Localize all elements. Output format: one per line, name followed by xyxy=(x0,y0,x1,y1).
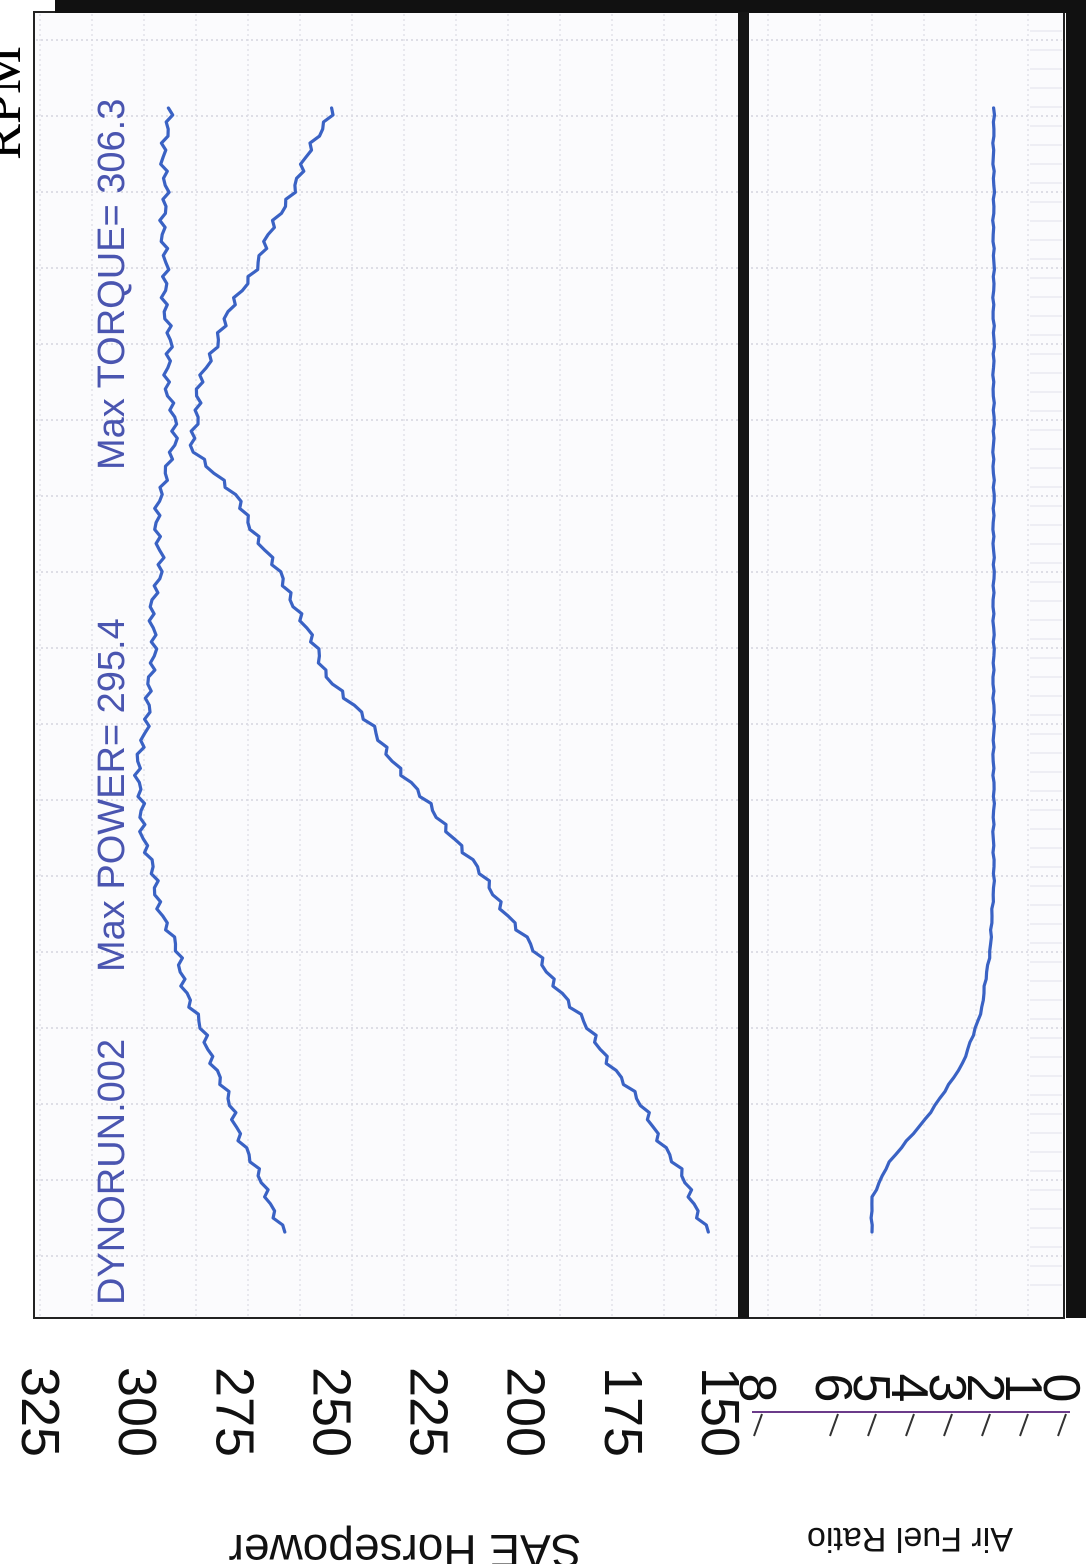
hp-series-line-2 xyxy=(188,106,710,1234)
hp-axis-title: SAE Horsepower xyxy=(229,1525,582,1564)
run-name-label: DYNORUN.002 xyxy=(91,1039,133,1305)
afr-series-line xyxy=(869,106,997,1234)
afr-tick-mark xyxy=(829,1413,839,1437)
hp-tick-label: 200 xyxy=(496,1367,556,1457)
afr-tick-mark xyxy=(905,1413,915,1437)
afr-axis-title: Air Fuel Ratio xyxy=(807,1520,1013,1558)
afr-tick-mark xyxy=(1057,1413,1067,1437)
hp-tick-label: 150 xyxy=(690,1367,750,1457)
afr-tick-label: 0 xyxy=(1032,1374,1086,1403)
hp-tick-label: 175 xyxy=(593,1367,653,1457)
afr-tick-label: 5 xyxy=(842,1374,900,1403)
series-layer xyxy=(133,106,997,1234)
hp-tick-labels: 325 300 275 250 225 200 175 150 xyxy=(10,1367,750,1457)
max-power-label: Max POWER= 295.4 xyxy=(91,618,133,972)
afr-tick-mark xyxy=(867,1413,877,1437)
afr-tick-label: 3 xyxy=(918,1374,976,1403)
rpm-corner-label: RPM xyxy=(0,46,32,160)
afr-tick-mark xyxy=(981,1413,991,1437)
afr-tick-label: 4 xyxy=(880,1374,938,1403)
right-frame-bar xyxy=(1066,0,1086,1318)
hp-tick-label: 325 xyxy=(10,1367,70,1457)
afr-tick-label: 6 xyxy=(804,1374,862,1403)
top-frame-bar xyxy=(55,0,1086,13)
grid-lines xyxy=(36,11,1062,1316)
plot-background xyxy=(33,11,1065,1319)
panel-divider xyxy=(738,12,749,1318)
hp-series-line-1 xyxy=(133,106,287,1234)
hp-tick-label: 250 xyxy=(301,1367,361,1457)
afr-tick-label: 2 xyxy=(956,1374,1014,1403)
afr-tick-mark xyxy=(1019,1413,1029,1437)
afr-tick-mark xyxy=(753,1413,763,1437)
max-torque-label: Max TORQUE= 306.3 xyxy=(91,99,133,470)
afr-tick-label: 1 xyxy=(994,1374,1052,1403)
afr-tick-label: 8 xyxy=(728,1374,786,1403)
hp-tick-label: 300 xyxy=(107,1367,167,1457)
hp-tick-label: 275 xyxy=(204,1367,264,1457)
hp-tick-label: 225 xyxy=(399,1367,459,1457)
afr-tick-mark xyxy=(943,1413,953,1437)
